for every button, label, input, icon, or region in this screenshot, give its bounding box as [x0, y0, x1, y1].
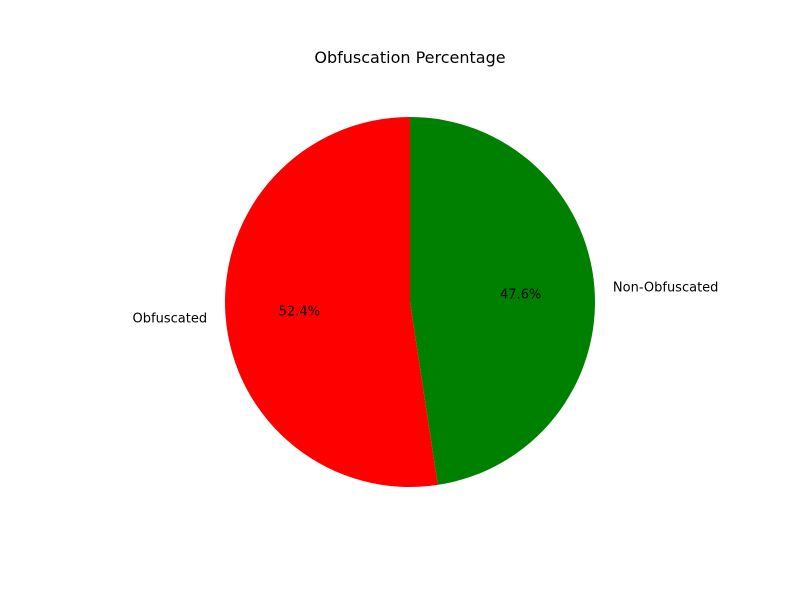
chart-title: Obfuscation Percentage	[314, 48, 505, 67]
pie-slice-obfuscated	[224, 117, 438, 488]
slice-label-obfuscated: Obfuscated	[133, 311, 208, 326]
slice-label-non-obfuscated: Non-Obfuscated	[613, 281, 719, 296]
pie-slice-non-obfuscated	[410, 117, 595, 485]
pie-labels: Obfuscated 52.4% Non-Obfuscated 47.6%	[133, 281, 719, 327]
slice-percent-non-obfuscated: 47.6%	[500, 288, 541, 303]
slice-percent-obfuscated: 52.4%	[279, 304, 320, 319]
pie-slices	[224, 117, 595, 488]
